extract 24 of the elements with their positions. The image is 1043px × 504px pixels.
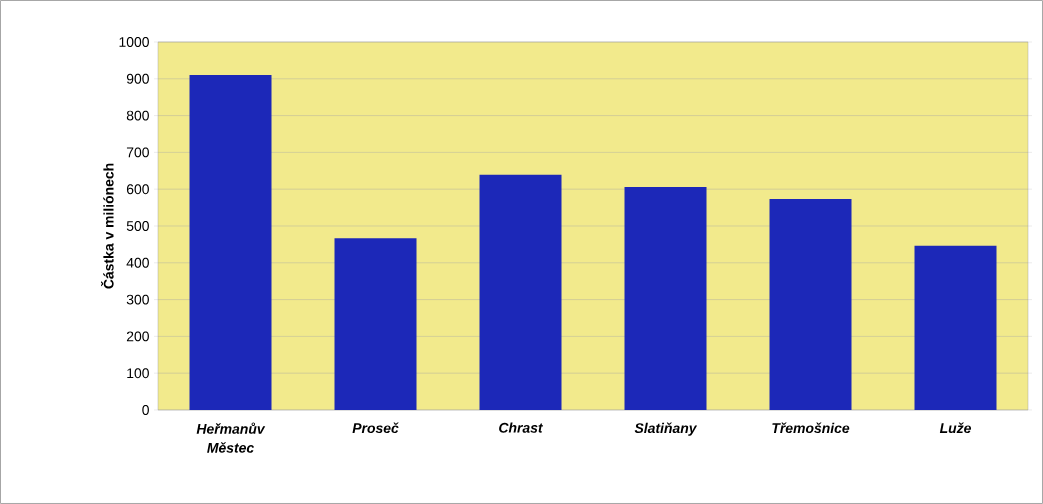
- x-tick-label: Třemošnice: [772, 422, 850, 434]
- y-tick-label: 900: [126, 73, 149, 84]
- x-tick-label: Slatiňany: [634, 422, 698, 436]
- y-tick-label: 800: [126, 110, 149, 121]
- y-tick-label: 300: [126, 294, 149, 305]
- bar: [334, 238, 417, 410]
- y-tick-label: 1000: [119, 37, 149, 47]
- x-tick-label: Proseč: [352, 422, 399, 434]
- bar: [624, 186, 707, 410]
- y-tick-label: 700: [126, 147, 149, 158]
- y-tick-label: 600: [126, 184, 149, 195]
- y-tick-label: 100: [127, 368, 149, 379]
- y-axis-title: Částka v miliónech: [101, 163, 114, 289]
- x-tick-label: Chrast: [499, 422, 544, 433]
- x-tick-label: Heřmanův Městec: [196, 422, 266, 453]
- y-tick-label: 0: [142, 405, 149, 415]
- y-tick-label: 400: [126, 257, 149, 268]
- y-tick-label: 500: [126, 221, 149, 231]
- bar: [189, 75, 272, 410]
- bar: [479, 174, 562, 410]
- bar: [769, 199, 852, 410]
- y-tick-label: 200: [126, 331, 149, 342]
- bar: [914, 245, 997, 410]
- x-tick-label: Luže: [939, 422, 972, 434]
